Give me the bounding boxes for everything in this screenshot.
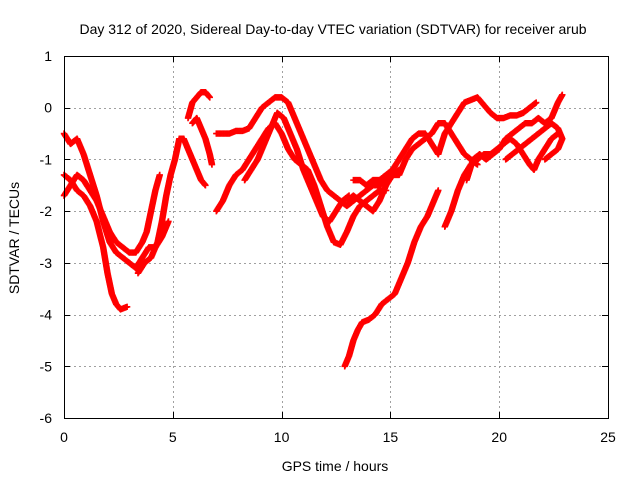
data-point-marker [156,171,163,179]
data-point-marker [559,91,566,98]
data-point-marker [165,218,172,225]
y-tick-label: -1 [40,151,53,167]
x-tick-label: 25 [600,429,616,445]
series-track-f [189,114,216,168]
data-point-marker [123,303,131,311]
series-track-j [343,120,481,215]
series-track-b [60,171,131,313]
data-point-marker [532,99,540,106]
series-track-i [241,109,353,225]
series-track-o [502,120,566,163]
x-axis-label: GPS time / hours [282,458,389,474]
y-tick-label: 1 [44,48,52,64]
y-tick-label: -6 [40,410,53,426]
series-track-l [341,187,442,370]
data-point-marker [202,182,209,189]
series-track-c [60,171,163,256]
x-tick-label: 5 [169,429,177,445]
x-tick-label: 20 [491,429,507,445]
y-tick-label: -5 [40,358,53,374]
axis-ticks [64,56,609,419]
y-tick-label: -4 [40,307,53,323]
series-track-k [350,94,540,189]
x-tick-label: 10 [274,429,290,445]
data-point-marker [541,156,549,163]
y-tick-label: -3 [40,255,53,271]
chart-title: Day 312 of 2020, Sidereal Day-to-day VTE… [79,21,586,37]
data-point-marker [206,94,213,101]
y-axis-label: SDTVAR / TECUs [6,182,22,294]
series-track-m [441,130,562,230]
data-markers [60,89,566,370]
series-track-e [184,89,213,122]
y-tick-label: -2 [40,203,53,219]
data-point-marker [208,161,216,168]
series-track-d [134,135,209,277]
y-tick-label: 0 [44,100,52,116]
data-point-marker [435,187,442,194]
x-tick-label: 0 [60,429,68,445]
x-tick-label: 15 [383,429,399,445]
plot-frame [64,56,609,419]
